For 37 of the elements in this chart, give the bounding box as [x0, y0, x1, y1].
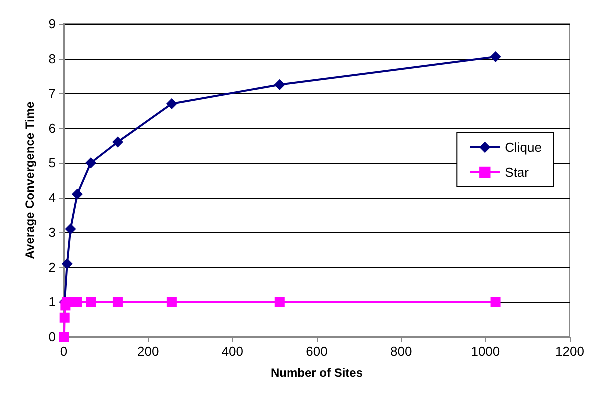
x-tick-label: 1000 [471, 344, 500, 359]
y-tick-label: 0 [48, 330, 56, 344]
y-axis-title: Average Convergence Time [23, 101, 37, 260]
x-tick-label: 200 [137, 344, 160, 359]
point [490, 52, 502, 63]
point [85, 158, 96, 169]
x-tick-label: 800 [390, 344, 412, 359]
x-tick-label: 600 [306, 344, 328, 359]
y-tick-label: 5 [48, 156, 56, 171]
y-tick-label: 7 [48, 86, 56, 102]
point [274, 297, 285, 308]
point [112, 297, 123, 308]
y-tick-label: 8 [48, 51, 56, 66]
y-tick-label: 6 [48, 120, 56, 136]
y-tick-label: 4 [48, 190, 56, 206]
point [166, 297, 177, 308]
x-tick-label: 0 [60, 344, 68, 359]
x-axis-title: Number of Sites [270, 366, 364, 380]
legend-label: Star [505, 165, 530, 180]
point [166, 98, 178, 110]
y-tick-label: 1 [48, 294, 56, 310]
y-tick-label: 2 [48, 260, 56, 275]
point [490, 297, 501, 308]
point [65, 224, 76, 235]
legend-label: Clique [505, 140, 542, 155]
x-tick-label: 1200 [556, 344, 584, 359]
point [72, 188, 83, 200]
y-tick-label: 3 [48, 225, 56, 240]
point [72, 297, 82, 308]
point [59, 332, 70, 342]
y-tick-label: 9 [48, 16, 56, 32]
point [274, 79, 286, 90]
point [62, 258, 73, 270]
point [86, 297, 96, 308]
point [112, 136, 124, 148]
point [60, 312, 70, 323]
x-tick-label: 400 [222, 344, 244, 359]
